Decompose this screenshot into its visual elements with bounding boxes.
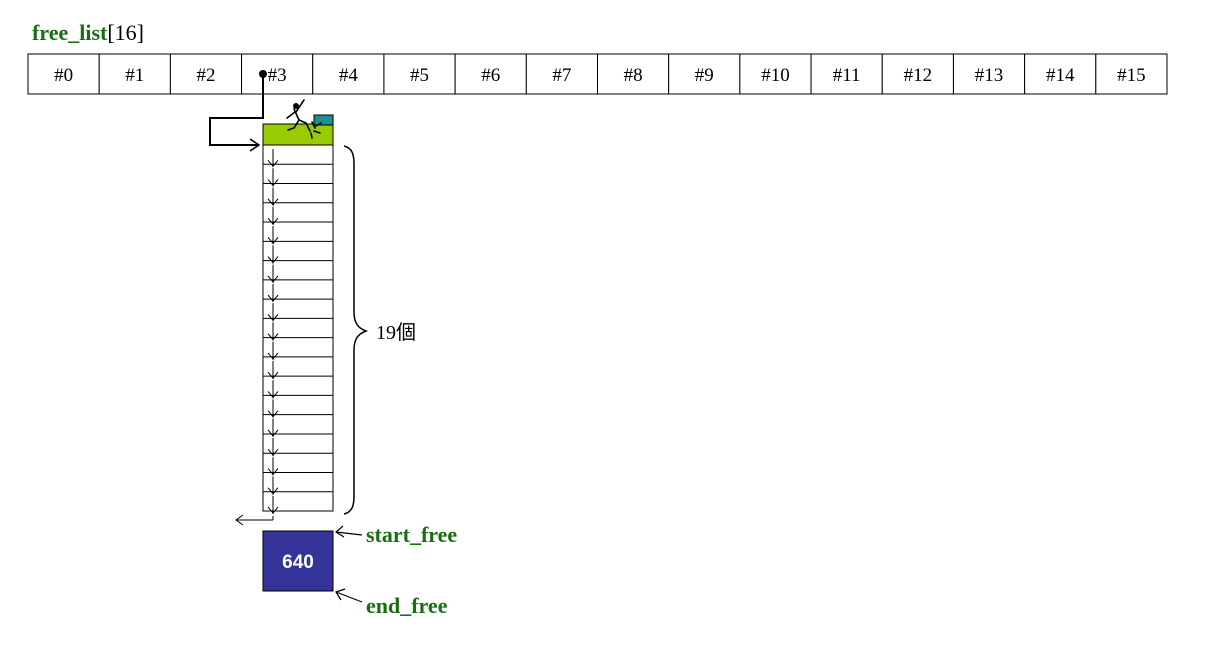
slot-label: #15 (1117, 65, 1146, 86)
end-free-label: end_free (366, 593, 448, 618)
slot-3-pointer (209, 70, 267, 152)
allocated-block (262, 123, 334, 146)
slot-2: #2 (169, 53, 243, 95)
free-list-array: #0 #1 #2 #3 #4 #5 #6 #7 #8 #9 #10 #11 #12 #13 #14 #15 (27, 53, 1168, 95)
free-chunk-stack (262, 144, 334, 514)
slot-label: #9 (695, 65, 714, 86)
slot-label: #10 (761, 65, 790, 86)
slot-5: #5 (383, 53, 456, 95)
slot-14: #14 (1024, 53, 1097, 95)
slot-8: #8 (597, 53, 670, 95)
running-figure-icon (286, 99, 322, 139)
start-free-label: start_free (366, 522, 457, 547)
slot-label: #8 (624, 65, 643, 86)
slot-7: #7 (525, 53, 598, 95)
slot-label: #6 (481, 65, 500, 86)
slot-label: #1 (125, 65, 144, 86)
slot-label: #3 (268, 65, 287, 86)
slot-label: #7 (552, 65, 571, 86)
slot-label: #4 (339, 65, 359, 86)
free-chunk (263, 491, 333, 514)
slot-label: #11 (833, 65, 861, 86)
slot-1: #1 (98, 53, 171, 95)
slot-label: #0 (54, 65, 73, 86)
slot-label: #12 (904, 65, 933, 86)
end-free-arrow (335, 588, 363, 603)
start-free-arrow (334, 525, 363, 538)
pool-size-label: 640 (282, 552, 314, 573)
slot-13: #13 (952, 53, 1026, 95)
slot-15: #15 (1095, 53, 1168, 95)
slot-12: #12 (881, 53, 954, 95)
free-list-title: free_list[16] (32, 20, 144, 45)
slot-label: #13 (975, 65, 1004, 86)
chain-end-arrow (235, 514, 274, 526)
slot-label: #5 (410, 65, 429, 86)
slot-label: #2 (196, 65, 215, 86)
free-list-size: [16] (107, 20, 144, 45)
slot-label: #14 (1046, 65, 1075, 86)
slot-4: #4 (312, 53, 385, 95)
slot-11: #11 (810, 53, 883, 95)
slot-6: #6 (454, 53, 527, 95)
memory-pool-block (262, 530, 334, 592)
count-brace (343, 145, 369, 515)
allocated-tab (313, 114, 334, 126)
slot-3: #3 (241, 53, 314, 95)
slot-10: #10 (739, 53, 812, 95)
slot-0: #0 (27, 53, 100, 95)
free-list-name: free_list (32, 20, 108, 45)
slot-9: #9 (668, 53, 741, 95)
chunk-count-label: 19個 (376, 321, 416, 344)
